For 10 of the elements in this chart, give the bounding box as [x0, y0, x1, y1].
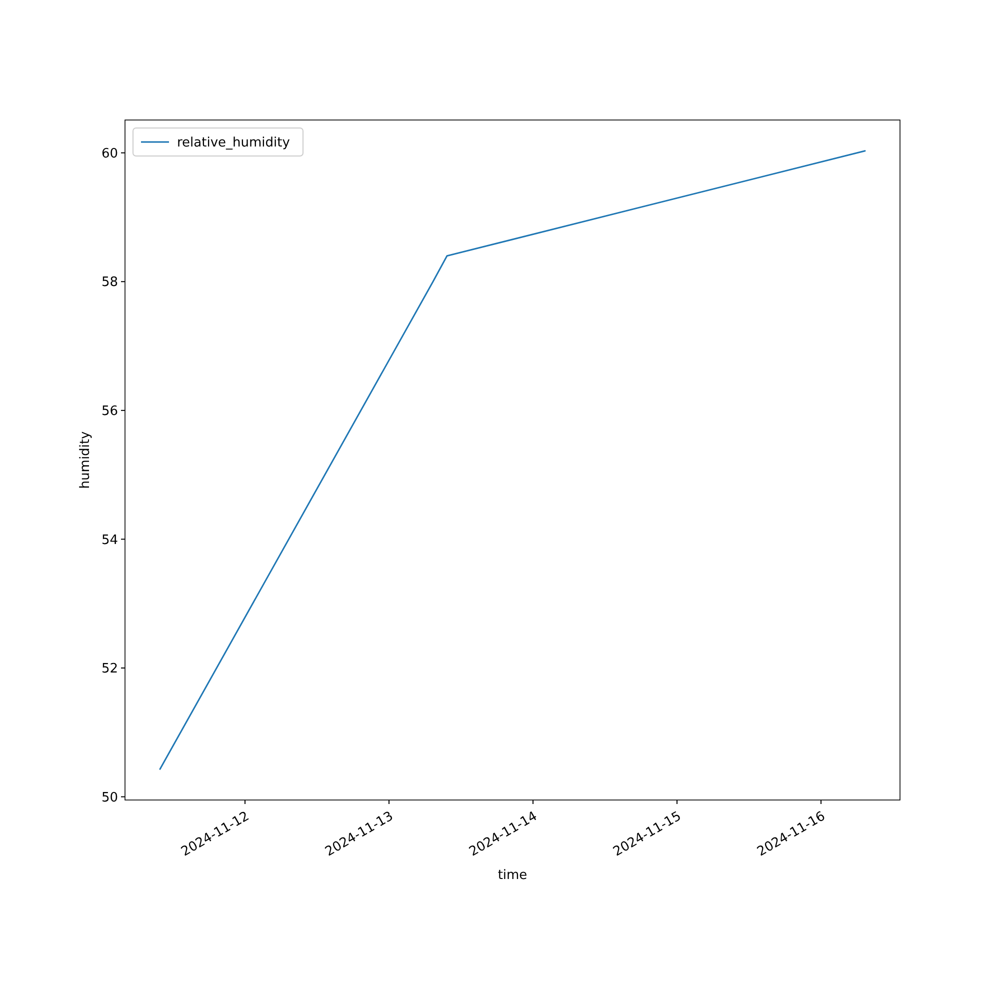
legend-label: relative_humidity [177, 136, 290, 151]
y-tick-label: 58 [101, 275, 118, 290]
y-axis-title: humidity [78, 430, 93, 489]
y-tick-label: 52 [101, 662, 118, 677]
y-tick-label: 60 [101, 146, 118, 162]
line-series [159, 150, 866, 770]
y-tick-label: 56 [101, 404, 118, 419]
x-axis-title: time [498, 868, 528, 883]
y-tick-label: 50 [101, 790, 118, 806]
y-tick-label: 54 [101, 532, 118, 548]
